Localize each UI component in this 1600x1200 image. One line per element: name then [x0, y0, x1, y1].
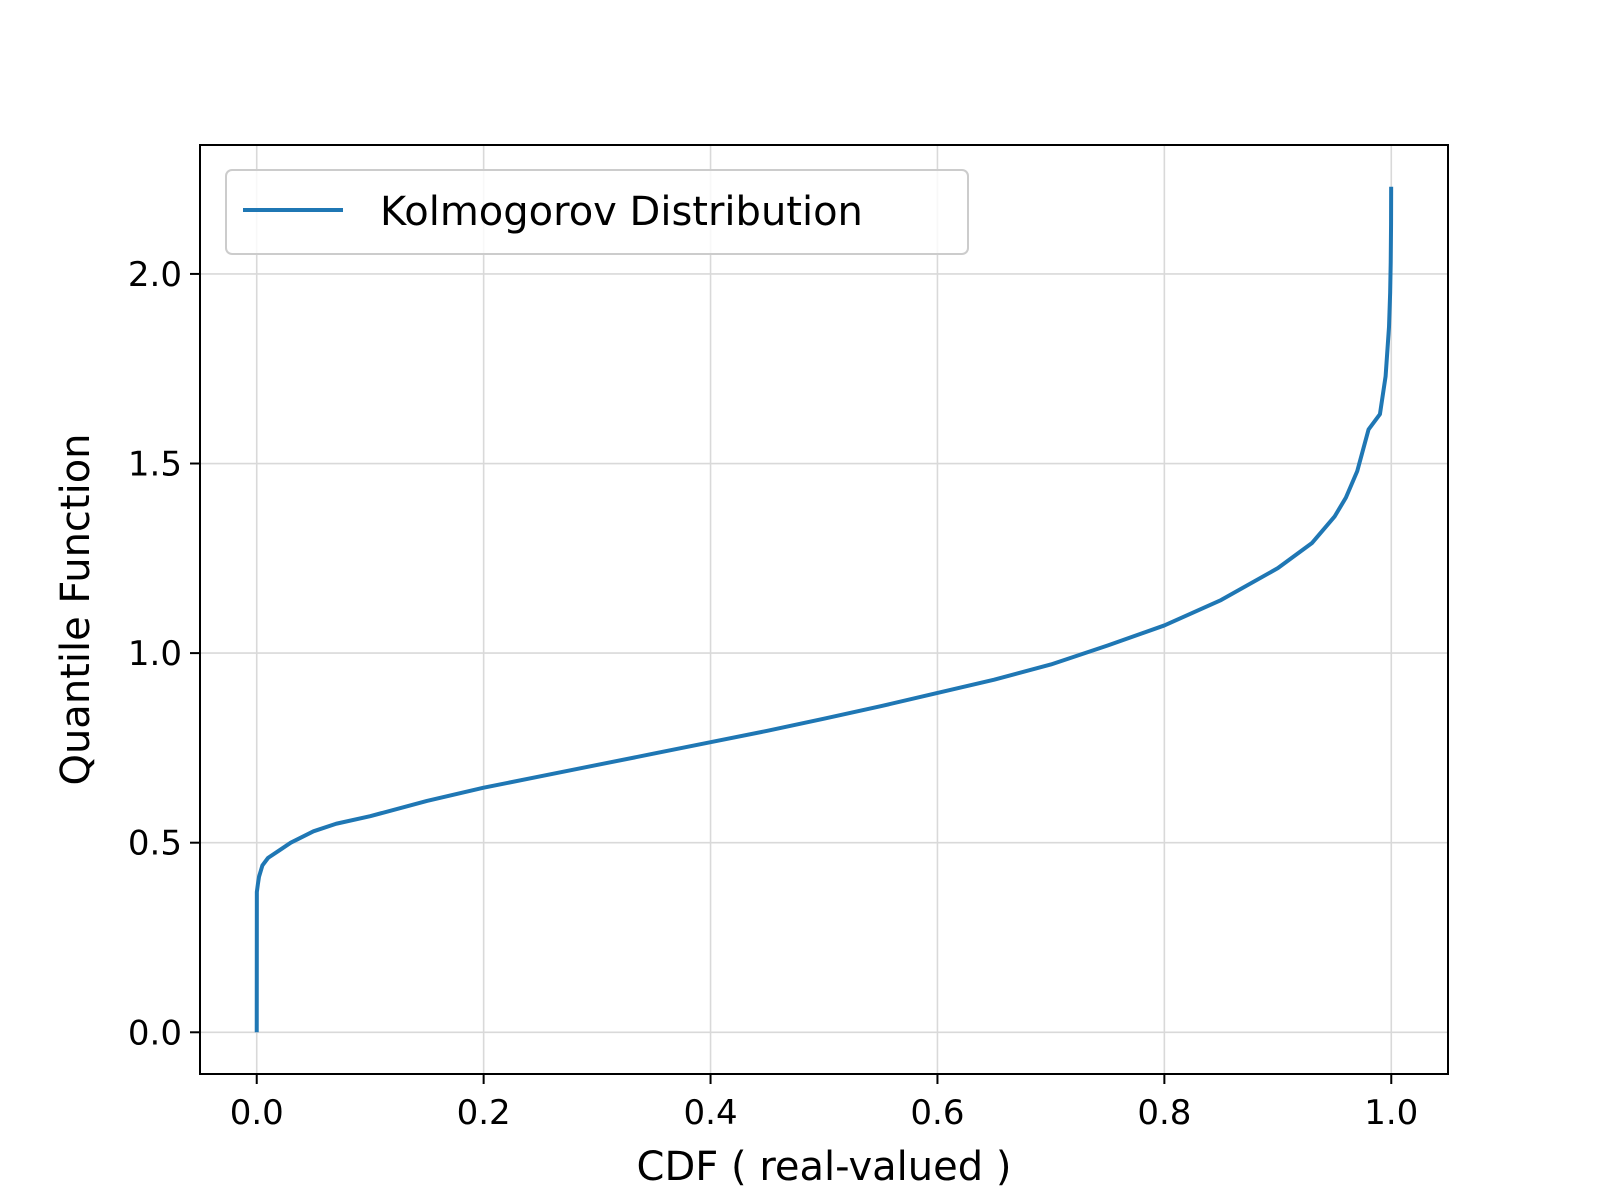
- y-tick-label: 0.0: [128, 1013, 182, 1053]
- x-tick-label: 0.8: [1137, 1093, 1191, 1133]
- x-axis-label: CDF ( real-valued ): [637, 1144, 1012, 1190]
- y-tick-label: 0.5: [128, 824, 182, 864]
- x-tick-label: 0.6: [910, 1093, 964, 1133]
- legend: Kolmogorov Distribution: [225, 169, 969, 255]
- x-tick-label: 1.0: [1364, 1093, 1418, 1133]
- y-tick-label: 2.0: [128, 255, 182, 295]
- ticks: 0.0 0.2 0.4 0.6 0.8 1.0 0.0 0.5 1.0 1.5 2.0: [128, 255, 1418, 1133]
- y-tick-label: 1.5: [128, 445, 182, 485]
- x-tick-label: 0.2: [457, 1093, 511, 1133]
- legend-entry-kolmogorov-distribution: Kolmogorov Distribution: [380, 189, 863, 235]
- y-axis-label: Quantile Function: [53, 433, 99, 785]
- series-layer: [254, 186, 1394, 1033]
- plot-area-frame: [199, 144, 1449, 1075]
- series-line-kolmogorov-distribution: [254, 186, 1394, 1033]
- y-tick-label: 1.0: [128, 634, 182, 674]
- grid: [200, 145, 1448, 1074]
- legend-box: [225, 169, 969, 255]
- x-tick-label: 0.4: [684, 1093, 738, 1133]
- x-tick-label: 0.0: [230, 1093, 284, 1133]
